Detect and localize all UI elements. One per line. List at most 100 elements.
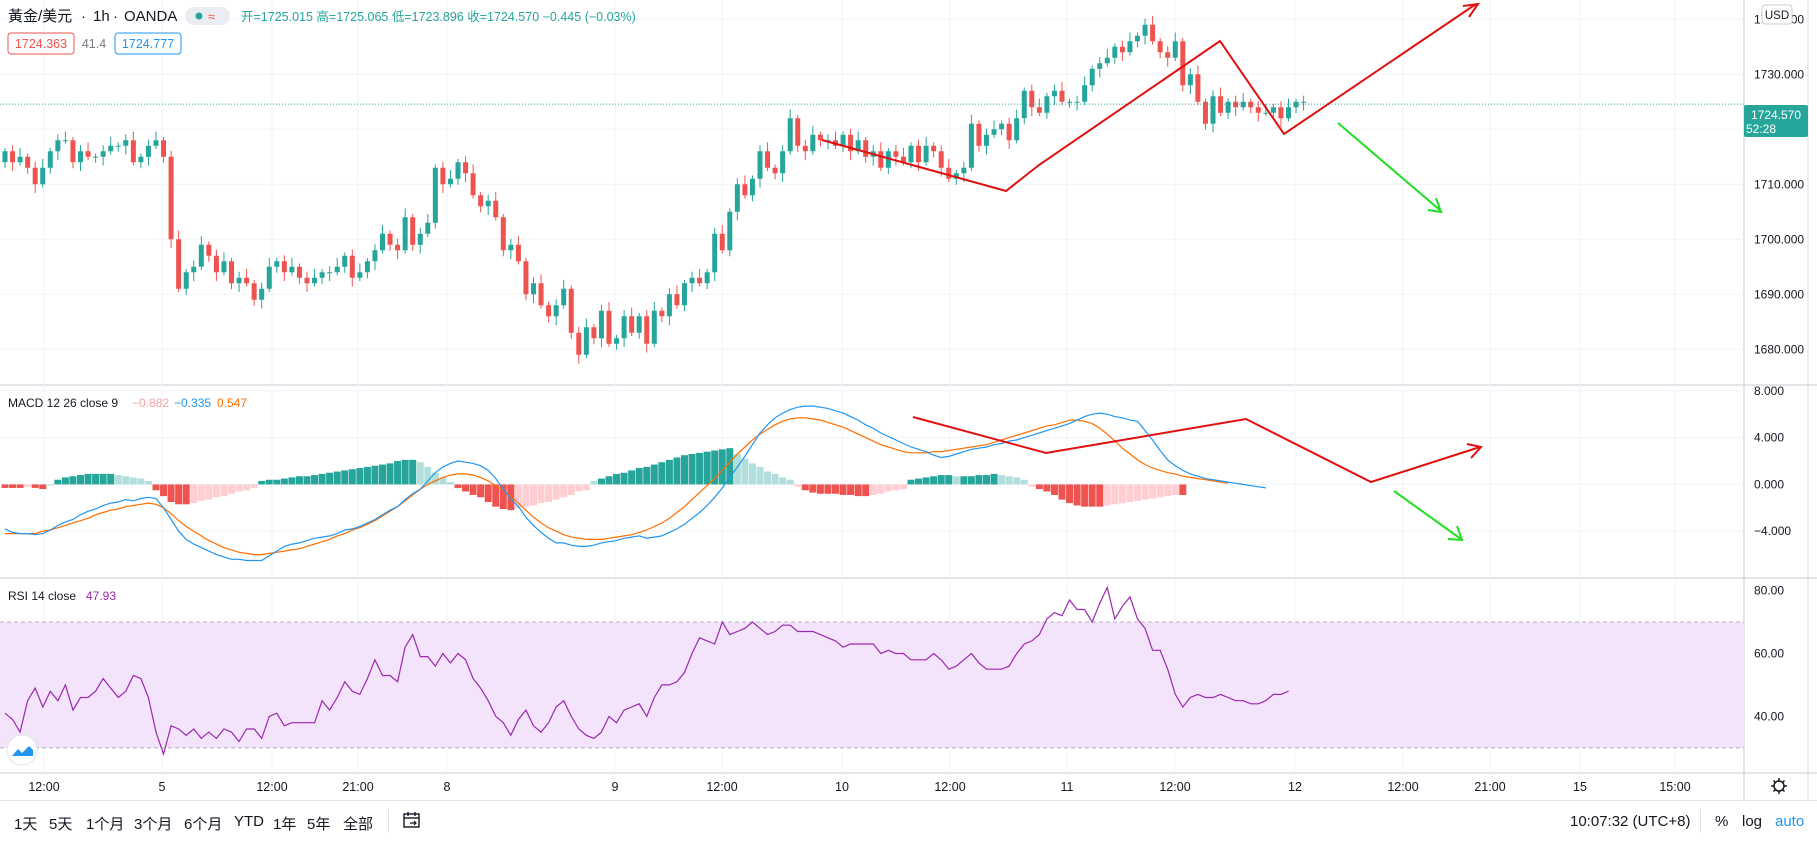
macd-trend-green[interactable] (1393, 490, 1462, 540)
percent-scale-button[interactable]: % (1715, 813, 1729, 830)
macd-hist-bar (733, 454, 741, 485)
macd-hist-bar (514, 484, 522, 508)
candle-body (1286, 107, 1291, 119)
candle-body (968, 123, 974, 168)
currency-button[interactable] (1761, 4, 1793, 25)
candle-body (1240, 101, 1246, 108)
currency-badge[interactable]: USD (1761, 4, 1793, 25)
candle-body (712, 233, 718, 273)
candle-body (251, 283, 257, 300)
price-axis[interactable]: 1740.0001730.0001720.0001710.0001700.000… (1754, 12, 1804, 356)
sell-price: 1724.363 (15, 37, 67, 51)
range-3m-button[interactable]: 3个月 (134, 816, 173, 833)
macd-hist-bar (907, 479, 915, 485)
range-1y-button[interactable]: 1年 (273, 816, 297, 833)
candle-body (357, 272, 363, 278)
macd-hist-bar (952, 476, 960, 485)
macd-hist-bar (379, 464, 386, 485)
range-all-button[interactable]: 全部 (343, 816, 374, 833)
symbol-legend[interactable]: 黃金/美元 · 1h · OANDA ≈ 开=1725.015 高=1725.0… (7, 7, 636, 55)
rsi-legend-name[interactable]: RSI 14 close (8, 589, 76, 603)
candles (2, 15, 1307, 364)
macd-hist-bar (998, 475, 1006, 485)
symbol-name[interactable]: 黃金/美元 (8, 8, 72, 25)
candle-body (734, 184, 740, 212)
macd-tick-label: 8.000 (1754, 384, 1784, 398)
candle-body (878, 151, 884, 168)
macd-axis[interactable]: 8.000 4.000 0.000 −4.000 (1754, 384, 1791, 538)
range-ytd-button[interactable]: YTD (234, 813, 264, 830)
candle-body (1044, 96, 1050, 113)
price-arrow-green-head (1427, 197, 1443, 214)
time-axis[interactable]: 12:00 5 12:00 21:00 8 9 12:00 10 12:00 11 12:00 12 1… (28, 780, 1690, 794)
macd-hist-bar (711, 450, 719, 485)
candle-body (810, 134, 816, 152)
macd-legend-name[interactable]: MACD 12 26 close 9 (8, 396, 118, 410)
calendar-goto-icon[interactable] (402, 810, 422, 834)
macd-hist-bar (212, 484, 220, 498)
candle-body (682, 283, 687, 306)
candle-body (493, 200, 499, 218)
buy-button[interactable] (114, 32, 182, 55)
macd-hist-bar (1013, 477, 1021, 485)
log-scale-button[interactable]: log (1742, 813, 1763, 830)
macd-hist-bar (439, 477, 447, 485)
range-6m-button[interactable]: 6个月 (184, 816, 223, 833)
macd-hist-bar (431, 472, 439, 485)
price-trend-red-zigzag[interactable] (821, 3, 1477, 193)
buy-price: 1724.777 (122, 37, 174, 51)
candle-body (85, 151, 91, 157)
candle-body (463, 162, 469, 174)
candle-body (1029, 90, 1035, 108)
macd-hist-bar (61, 477, 69, 485)
interval-label[interactable]: 1h (93, 8, 110, 25)
candle-body (651, 310, 657, 344)
sell-button[interactable] (7, 32, 75, 55)
candle-body (221, 261, 227, 273)
range-1m-button[interactable]: 1个月 (86, 816, 125, 833)
macd-hist-bar (1050, 484, 1058, 495)
chart-settings-gear-icon[interactable] (1771, 778, 1787, 794)
candle-body (666, 294, 672, 317)
macd-hist-bar (326, 472, 334, 485)
range-5d-button[interactable]: 5天 (49, 816, 73, 833)
rsi-band (0, 621, 1744, 749)
macd-hist-bar (1066, 484, 1074, 504)
macd-hist-bar (92, 473, 100, 485)
rsi-legend[interactable]: RSI 14 close 47.93 (8, 589, 116, 603)
candle-body (2, 151, 8, 163)
auto-scale-button[interactable]: auto (1775, 813, 1805, 830)
utc-clock[interactable]: 10:07:32 (UTC+8) (1570, 813, 1691, 830)
macd-hist-bar (597, 478, 605, 485)
macd-hist-bar (575, 484, 583, 492)
rsi-band-fill (0, 622, 1744, 748)
macd-trend-red-zigzag[interactable] (912, 416, 1481, 484)
candle-body (387, 233, 393, 245)
market-status-pill[interactable] (185, 7, 230, 25)
drawing-annotations[interactable] (821, 2, 1483, 542)
macd-hist-bar (552, 484, 560, 500)
macd-hist-bar (122, 476, 130, 485)
candle-body (1248, 101, 1254, 108)
macd-hist-bar (816, 484, 824, 494)
macd-legend[interactable]: MACD 12 26 close 9 −0.882 −0.335 0.547 (8, 396, 247, 410)
macd-hist-bar (39, 484, 47, 490)
macd-hist-bar (809, 484, 817, 493)
range-1d-button[interactable]: 1天 (14, 816, 38, 833)
price-trend-green[interactable] (1337, 122, 1442, 212)
candle-body (62, 140, 68, 142)
bottom-toolbar: 1天 5天 1个月 3个月 6个月 YTD 1年 5年 全部 10:07:32 … (0, 800, 1817, 841)
candle-body (629, 316, 635, 333)
macd-hist-bar (884, 484, 892, 492)
candle-body (976, 123, 982, 146)
rsi-line (4, 585, 1289, 757)
chart-canvas[interactable]: 1740.0001730.0001720.0001710.0001700.000… (0, 0, 1817, 800)
candle-body (78, 151, 83, 163)
range-5y-button[interactable]: 5年 (307, 816, 331, 833)
tradingview-logo[interactable] (6, 734, 38, 766)
current-price-badge[interactable]: 1724.570 52:28 (1744, 105, 1808, 137)
candle-body (1301, 101, 1307, 103)
rsi-axis[interactable]: 80.00 60.00 40.00 (1754, 584, 1784, 724)
candle-body (999, 123, 1005, 130)
candle-body (470, 173, 476, 196)
